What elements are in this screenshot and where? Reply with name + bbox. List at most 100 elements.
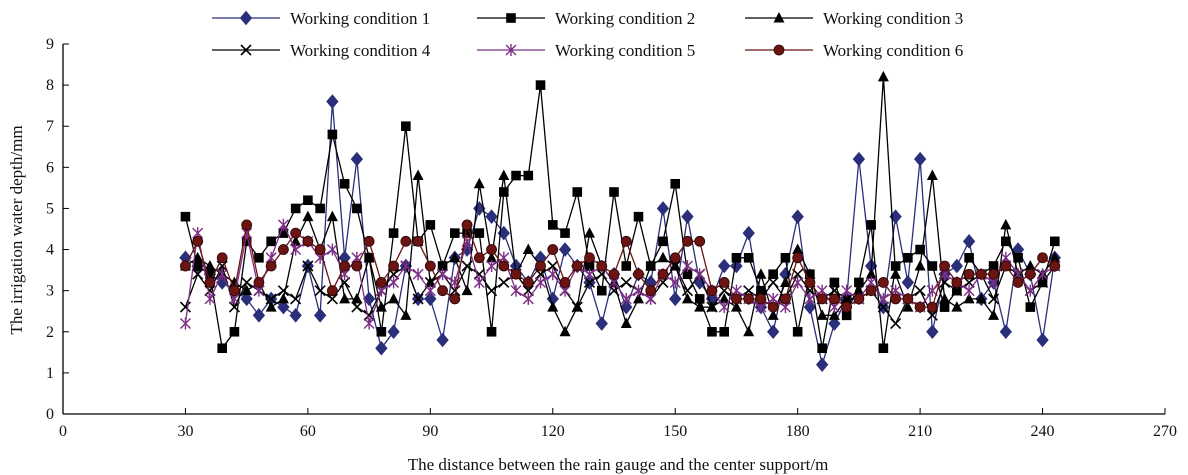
data-point	[425, 220, 436, 230]
data-point	[412, 169, 424, 181]
data-point	[461, 260, 473, 272]
data-point	[352, 203, 362, 214]
data-point	[180, 260, 191, 272]
data-point	[412, 235, 424, 247]
data-point	[853, 293, 865, 305]
data-point	[315, 203, 325, 214]
data-point	[926, 169, 938, 181]
data-point	[939, 260, 950, 272]
data-point	[229, 285, 240, 297]
data-point	[437, 268, 449, 281]
data-point	[755, 293, 767, 305]
data-point	[694, 235, 706, 247]
x-tick-label: 90	[422, 423, 438, 440]
data-point	[510, 268, 522, 280]
data-point	[216, 252, 228, 264]
data-point	[915, 244, 925, 255]
data-point	[756, 285, 766, 296]
data-point	[951, 301, 963, 312]
data-point	[388, 260, 400, 272]
legend-marker	[773, 44, 785, 56]
data-point	[205, 269, 215, 280]
data-point	[571, 260, 583, 272]
data-point	[560, 228, 570, 238]
data-point	[192, 251, 204, 263]
series-6	[180, 219, 1061, 313]
data-point	[228, 301, 240, 313]
data-point	[890, 317, 902, 330]
legend-marker	[773, 12, 785, 23]
data-point	[522, 292, 534, 305]
data-point	[865, 285, 877, 297]
y-tick-label: 9	[46, 36, 54, 53]
data-point	[179, 301, 192, 313]
data-point	[277, 218, 289, 231]
data-point	[350, 151, 364, 167]
legend-item-2: Working condition 2	[477, 9, 695, 28]
data-point	[792, 276, 804, 289]
data-point	[485, 209, 498, 224]
data-point	[792, 326, 803, 337]
data-point	[890, 293, 902, 305]
data-point	[682, 269, 693, 280]
data-point	[473, 177, 485, 189]
data-point	[511, 170, 521, 181]
data-point	[755, 268, 767, 279]
data-point	[999, 324, 1012, 340]
data-point	[988, 268, 999, 280]
data-point	[632, 284, 644, 297]
data-point	[216, 268, 228, 281]
data-point	[339, 178, 350, 189]
data-point	[326, 243, 338, 256]
data-point	[363, 317, 375, 330]
data-point	[375, 301, 387, 312]
data-point	[1037, 268, 1049, 281]
data-point	[314, 244, 326, 255]
y-tick-label: 0	[46, 406, 54, 423]
data-point	[693, 275, 706, 290]
data-point	[401, 121, 411, 132]
data-point	[730, 258, 743, 274]
data-point	[204, 277, 216, 288]
data-point	[902, 301, 914, 312]
data-point	[890, 268, 902, 279]
data-point	[303, 195, 313, 206]
data-point	[388, 276, 400, 289]
data-point	[547, 301, 559, 312]
data-point	[731, 252, 742, 263]
data-point	[829, 277, 840, 288]
data-point	[609, 187, 619, 197]
data-point	[326, 210, 338, 222]
data-point	[865, 268, 877, 279]
data-point	[719, 326, 729, 337]
data-point	[498, 276, 510, 289]
data-point	[241, 276, 253, 289]
data-point	[694, 268, 706, 281]
data-point	[424, 291, 437, 307]
data-point	[596, 260, 608, 272]
data-point	[462, 228, 472, 238]
data-point	[791, 209, 804, 224]
data-point	[290, 243, 302, 256]
data-point	[657, 251, 669, 263]
data-point	[841, 310, 852, 321]
data-point	[633, 211, 644, 222]
data-point	[547, 268, 559, 281]
data-point	[387, 324, 400, 340]
data-point	[816, 309, 828, 320]
data-point	[473, 252, 485, 264]
data-point	[841, 301, 853, 313]
legend-label: Working condition 2	[555, 9, 695, 28]
data-point	[510, 284, 522, 297]
data-point	[277, 292, 289, 304]
x-tick-label: 210	[908, 423, 932, 440]
data-point	[914, 301, 926, 313]
data-point	[877, 301, 889, 313]
data-point	[1012, 277, 1024, 288]
axes: 0 30 60 90 120 150 180 210 240 270 0 1 2 3 4 5 6 7 8 9	[46, 36, 1177, 440]
x-tick-label: 30	[177, 423, 193, 440]
data-point	[804, 277, 816, 288]
data-point	[878, 343, 889, 354]
data-point	[192, 261, 203, 271]
data-point	[314, 285, 326, 297]
